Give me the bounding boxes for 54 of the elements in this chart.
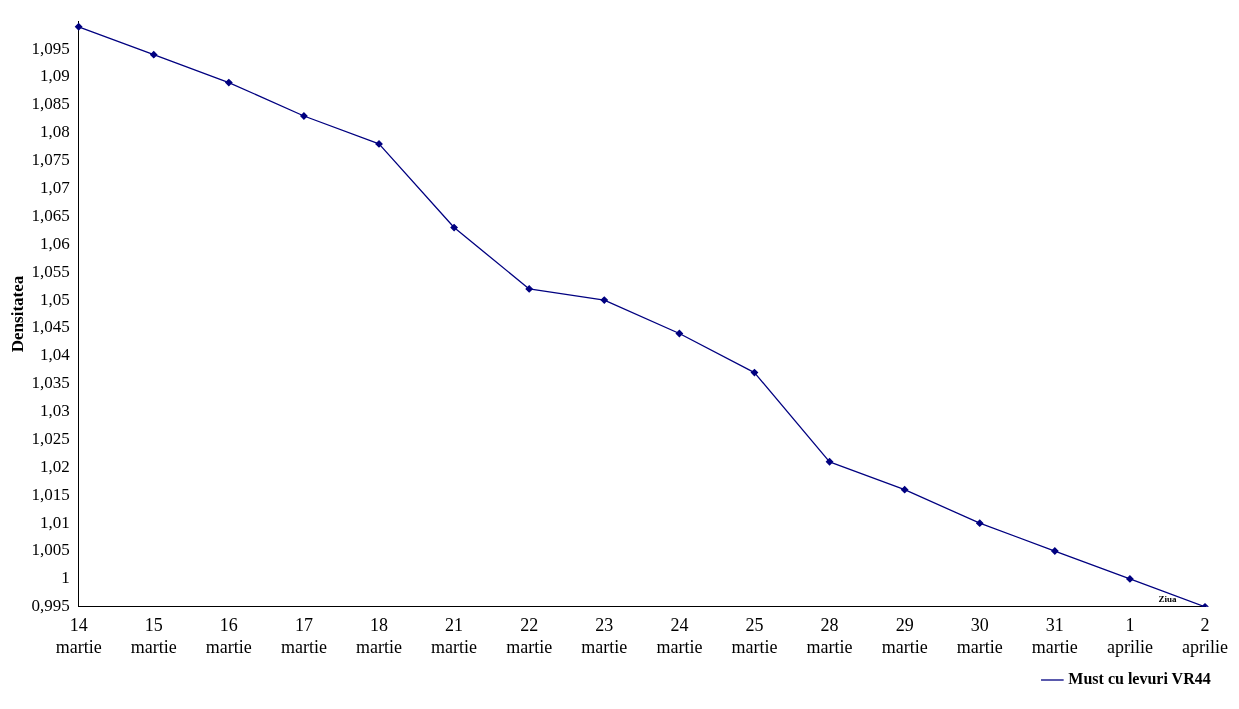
point <box>901 486 909 494</box>
y-tick-label: 1,02 <box>39 456 70 476</box>
y-tick-label: 1,045 <box>31 317 70 337</box>
x-axis-title: Ziua <box>1158 593 1177 604</box>
y-tick-label: 1 <box>61 568 70 588</box>
point <box>525 285 533 293</box>
x-tick-label: 15 martie <box>130 615 177 657</box>
y-tick-label: 1,055 <box>31 261 70 281</box>
x-tick-label: 16 martie <box>205 615 252 657</box>
y-tick-label: 1,015 <box>31 484 70 504</box>
x-tick-label: 24 martie <box>656 615 703 657</box>
x-tick-label: 14 martie <box>55 615 102 657</box>
y-tick-label: 1,09 <box>39 66 70 86</box>
y-tick-label: 1,075 <box>31 150 70 170</box>
x-tick-label: 28 martie <box>806 615 853 657</box>
y-tick-label: 1,095 <box>31 38 70 58</box>
x-tick-label: 29 martie <box>881 615 928 657</box>
y-tick-label: 1,065 <box>31 205 70 225</box>
y-tick-label: 1,05 <box>39 289 70 309</box>
y-tick-label: 1,01 <box>39 512 70 532</box>
point <box>225 78 233 87</box>
point <box>450 223 458 232</box>
point <box>1126 575 1134 583</box>
y-tick-label: 1,08 <box>39 122 70 142</box>
point <box>825 458 834 466</box>
point <box>976 519 984 527</box>
point <box>150 51 158 59</box>
point <box>750 368 759 377</box>
x-tick-label: 30 martie <box>956 615 1003 657</box>
x-tick-label: 1 aprilie <box>1106 615 1153 657</box>
x-tick-label: 25 martie <box>731 615 778 657</box>
point <box>375 140 383 148</box>
y-tick-label: 0,995 <box>31 596 70 616</box>
x-tick-label: 22 martie <box>506 615 553 657</box>
x-tick-label: 18 martie <box>356 615 403 657</box>
x-tick-label: 21 martie <box>431 615 478 657</box>
x-tick-label: 23 martie <box>581 615 628 657</box>
x-tick-label: 31 martie <box>1031 615 1078 657</box>
y-axis-title: Densitatea <box>7 275 27 353</box>
x-tick-label: 17 martie <box>280 615 327 657</box>
x-tick-label: 2 aprilie <box>1182 615 1229 657</box>
y-tick-label: 1,07 <box>39 177 71 197</box>
point <box>675 329 684 338</box>
point <box>1051 547 1059 555</box>
y-tick-label: 1,085 <box>31 94 70 114</box>
point <box>75 23 83 31</box>
y-tick-label: 1,04 <box>39 345 71 365</box>
point <box>600 296 608 304</box>
legend-label: Must cu levuri VR44 <box>1068 670 1211 688</box>
y-tick-label: 1,025 <box>31 428 70 448</box>
y-tick-label: 1,06 <box>39 233 70 253</box>
y-tick-label: 1,03 <box>39 401 70 421</box>
y-tick-label: 1,035 <box>31 373 70 393</box>
y-tick-label: 1,005 <box>31 540 70 560</box>
